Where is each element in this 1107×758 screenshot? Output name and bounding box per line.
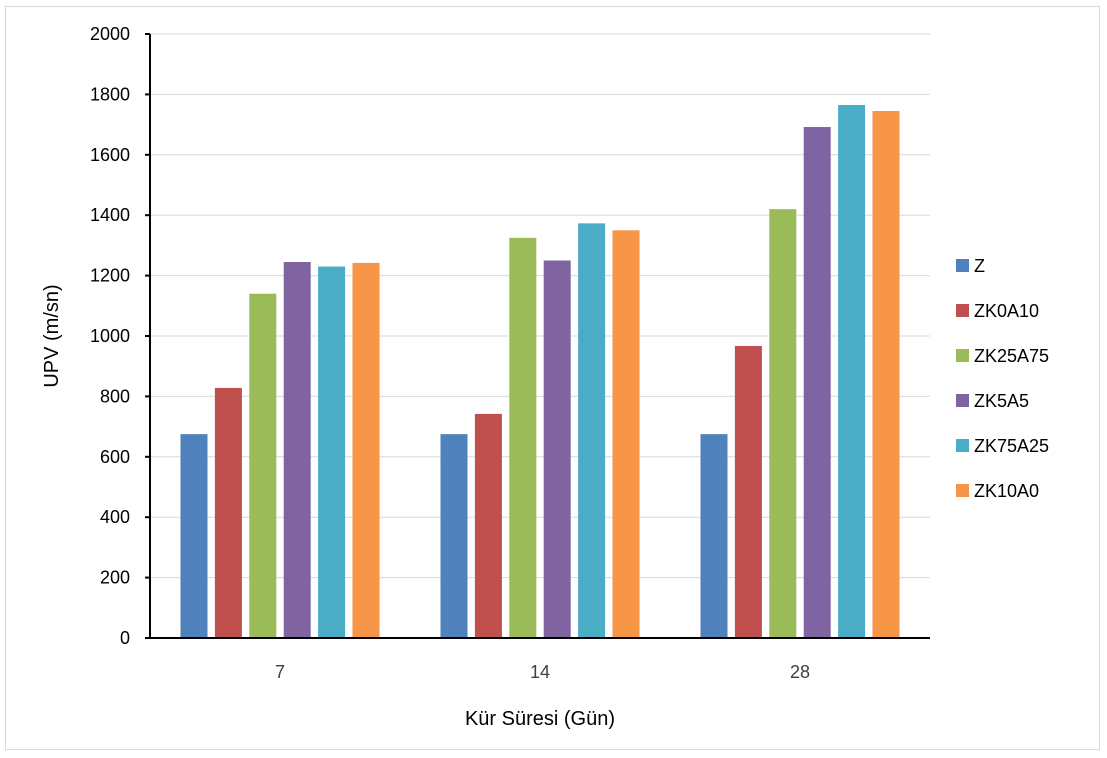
- y-tick-label: 1200: [90, 266, 130, 286]
- y-tick-label: 1400: [90, 205, 130, 225]
- x-tick-labels: 7 14 28: [275, 662, 810, 682]
- legend-label: ZK25A75: [974, 346, 1049, 366]
- legend-label: Z: [974, 256, 985, 276]
- bar-zk10a0-28: [872, 111, 900, 638]
- bar-zk25a75-7: [249, 293, 277, 638]
- y-tick-label: 1800: [90, 84, 130, 104]
- legend-label: ZK10A0: [974, 481, 1039, 501]
- y-tick-labels: 0 200 400 600 800 1000 1200 1400 1600 1800 2000: [90, 24, 130, 648]
- y-tick-label: 1000: [90, 326, 130, 346]
- axes: [145, 33, 930, 639]
- y-tick-label: 200: [100, 568, 130, 588]
- y-tick-label: 1600: [90, 145, 130, 165]
- legend-label: ZK5A5: [974, 391, 1029, 411]
- bars: [180, 104, 900, 639]
- legend-swatch: [956, 304, 969, 317]
- bar-z-28: [700, 434, 728, 638]
- bar-zk10a0-14: [612, 230, 640, 639]
- legend-swatch: [956, 349, 969, 362]
- bar-zk0a10-28: [734, 345, 762, 638]
- legend-label: ZK0A10: [974, 301, 1039, 321]
- y-axis-title: UPV (m/sn): [41, 284, 63, 387]
- bar-zk75a25-28: [838, 104, 866, 639]
- x-tick-label: 28: [790, 662, 810, 682]
- x-tick-label: 7: [275, 662, 285, 682]
- y-tick-label: 800: [100, 386, 130, 406]
- bar-z-14: [440, 434, 468, 638]
- bar-zk10a0-7: [352, 262, 380, 638]
- bar-zk0a10-14: [474, 413, 502, 638]
- bar-zk75a25-7: [318, 266, 346, 638]
- legend-swatch: [956, 484, 969, 497]
- bar-zk5a5-28: [803, 127, 831, 639]
- legend-swatch: [956, 394, 969, 407]
- bar-chart: 0 200 400 600 800 1000 1200 1400 1600 1800 2000 7 1…: [41, 24, 1049, 730]
- bar-zk5a5-7: [283, 262, 311, 638]
- bar-zk5a5-14: [543, 260, 571, 638]
- bar-zk25a75-28: [769, 209, 797, 638]
- chart-frame: 0 200 400 600 800 1000 1200 1400 1600 1800 2000 7 1…: [5, 6, 1100, 750]
- legend-label: ZK75A25: [974, 436, 1049, 456]
- x-tick-label: 14: [530, 662, 550, 682]
- bar-z-7: [180, 434, 208, 638]
- bar-zk75a25-14: [578, 223, 606, 638]
- gridlines: [150, 33, 930, 579]
- bar-zk25a75-14: [509, 237, 537, 638]
- y-tick-label: 600: [100, 447, 130, 467]
- legend-swatch: [956, 439, 969, 452]
- y-tick-label: 2000: [90, 24, 130, 44]
- y-tick-label: 0: [120, 628, 130, 648]
- legend-swatch: [956, 259, 969, 272]
- x-axis-title: Kür Süresi (Gün): [465, 708, 615, 730]
- y-tick-label: 400: [100, 507, 130, 527]
- bar-zk0a10-7: [214, 387, 242, 638]
- legend: Z ZK0A10 ZK25A75 ZK5A5 ZK75A25 ZK10A0: [956, 256, 1049, 501]
